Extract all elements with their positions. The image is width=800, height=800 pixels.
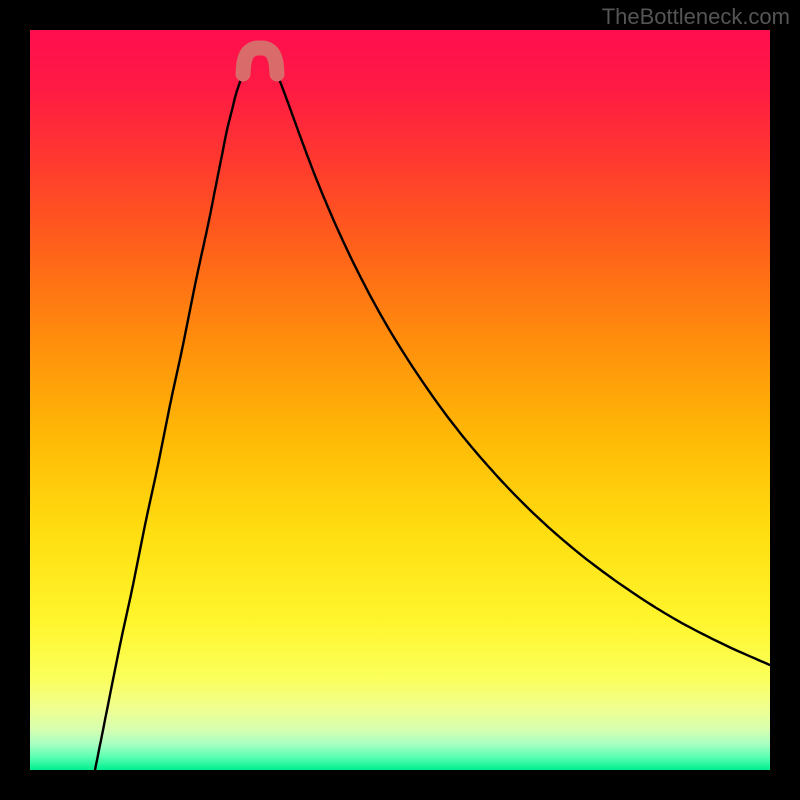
chart-background (30, 30, 770, 770)
chart-svg (0, 0, 800, 800)
watermark-text: TheBottleneck.com (602, 4, 790, 30)
chart-container: TheBottleneck.com (0, 0, 800, 800)
